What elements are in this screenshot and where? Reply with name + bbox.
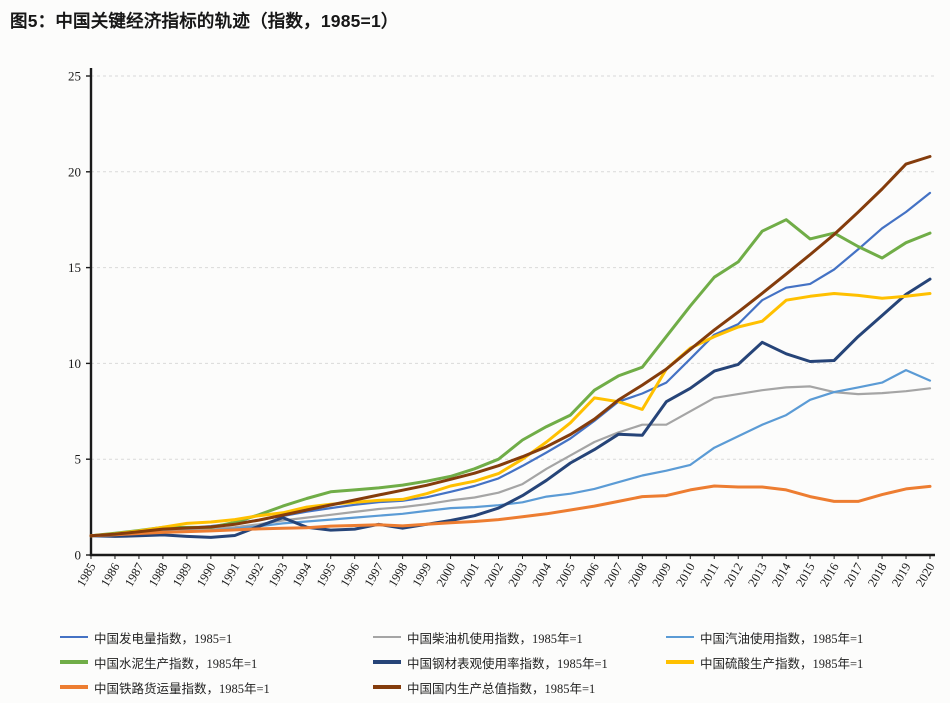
x-axis-tick-label: 2005 [553, 561, 578, 590]
series-line-gdp [89, 155, 932, 538]
x-axis-tick-label: 2016 [817, 561, 842, 590]
x-axis-tick-label: 1993 [266, 561, 291, 590]
legend-item-sulfuric-acid: 中国硫酸生产指数，1985年=1 [666, 653, 950, 671]
chart-legend: 中国发电量指数，1985=1 中国柴油机使用指数，1985年=1 中国汽油使用指数，… [0, 628, 950, 696]
series-line-diesel [89, 385, 932, 537]
x-axis-tick-label: 2007 [601, 561, 626, 590]
legend-label-rail-freight: 中国铁路货运量指数，1985年=1 [94, 681, 270, 696]
x-axis-tick-label: 2000 [434, 561, 459, 590]
x-axis-tick-label: 2001 [458, 561, 483, 590]
x-axis-tick-label: 2010 [673, 561, 698, 590]
x-axis-tick-label: 1991 [218, 561, 243, 590]
legend-label-electricity: 中国发电量指数，1985=1 [94, 631, 233, 646]
x-axis-tick-label: 2018 [865, 561, 890, 590]
series-line-gasoline [89, 369, 932, 537]
y-axis-tick-label: 25 [68, 69, 81, 84]
legend-item-rail-freight: 中国铁路货运量指数，1985年=1 [60, 678, 373, 696]
x-axis-tick-label: 2009 [649, 561, 674, 590]
x-axis-tick-label: 2020 [913, 561, 938, 590]
legend-swatch-rail-freight [60, 685, 88, 689]
x-axis-tick-label: 1996 [338, 561, 363, 590]
legend-label-sulfuric-acid: 中国硫酸生产指数，1985年=1 [700, 656, 864, 671]
x-axis-tick-label: 2004 [529, 560, 554, 589]
y-axis-tick-label: 0 [75, 548, 82, 563]
legend-item-diesel: 中国柴油机使用指数，1985年=1 [373, 628, 666, 646]
x-axis-tick-label: 1997 [362, 561, 387, 590]
series-line-rail-freight [89, 484, 932, 538]
x-axis-tick-label: 1995 [314, 561, 339, 590]
x-axis-tick-label: 2017 [841, 561, 866, 590]
legend-label-steel: 中国钢材表观使用率指数，1985年=1 [407, 656, 608, 671]
x-axis-tick-label: 2008 [625, 561, 650, 590]
series-line-sulfuric-acid [89, 292, 932, 538]
y-axis-tick-label: 15 [68, 260, 81, 275]
figure-title: 图5：中国关键经济指标的轨迹（指数，1985=1） [10, 11, 399, 31]
legend-item-cement: 中国水泥生产指数，1985年=1 [60, 653, 373, 671]
legend-label-cement: 中国水泥生产指数，1985年=1 [94, 656, 258, 671]
x-axis-tick-label: 1998 [386, 561, 411, 590]
x-axis-tick-label: 2011 [697, 561, 721, 589]
x-axis-tick-label: 1989 [170, 561, 195, 590]
x-axis-tick-label: 2015 [793, 561, 818, 590]
legend-item-steel: 中国钢材表观使用率指数，1985年=1 [373, 653, 666, 671]
legend-label-gdp: 中国国内生产总值指数，1985年=1 [407, 681, 596, 696]
x-axis-tick-label: 2002 [481, 561, 506, 590]
legend-swatch-electricity [60, 636, 88, 638]
y-axis-tick-label: 20 [68, 164, 81, 179]
y-axis-tick-label: 5 [75, 452, 82, 467]
x-axis-tick-label: 1986 [98, 561, 123, 590]
series-line-steel [89, 277, 932, 539]
x-axis-tick-label: 2012 [721, 561, 746, 590]
legend-item-gdp: 中国国内生产总值指数，1985年=1 [373, 678, 666, 696]
x-axis-tick-label: 1990 [194, 561, 219, 590]
legend-swatch-steel [373, 660, 401, 664]
legend-item-electricity: 中国发电量指数，1985=1 [60, 628, 373, 646]
legend-swatch-sulfuric-acid [666, 660, 694, 664]
x-axis-tick-label: 1994 [290, 560, 315, 589]
x-axis-tick-label: 2013 [745, 561, 770, 590]
x-axis-tick-label: 2014 [769, 560, 794, 589]
series-line-electricity [89, 191, 932, 537]
legend-item-gasoline: 中国汽油使用指数，1985年=1 [666, 628, 950, 646]
legend-swatch-gasoline [666, 636, 694, 638]
x-axis-tick-label: 2006 [577, 561, 602, 590]
series-line-cement [89, 218, 932, 538]
x-axis-tick-label: 1999 [410, 561, 435, 590]
x-axis-tick-label: 1985 [74, 561, 99, 590]
legend-swatch-gdp [373, 685, 401, 689]
y-axis-tick-label: 10 [68, 356, 81, 371]
legend-swatch-cement [60, 660, 88, 664]
x-axis-tick-label: 1988 [146, 561, 171, 590]
x-axis-tick-label: 1987 [122, 561, 147, 590]
x-axis-tick-label: 2003 [505, 561, 530, 590]
x-axis-tick-label: 1992 [242, 561, 267, 590]
legend-swatch-diesel [373, 636, 401, 638]
legend-label-diesel: 中国柴油机使用指数，1985年=1 [407, 631, 583, 646]
x-axis-tick-label: 2019 [889, 561, 914, 590]
legend-label-gasoline: 中国汽油使用指数，1985年=1 [700, 631, 864, 646]
